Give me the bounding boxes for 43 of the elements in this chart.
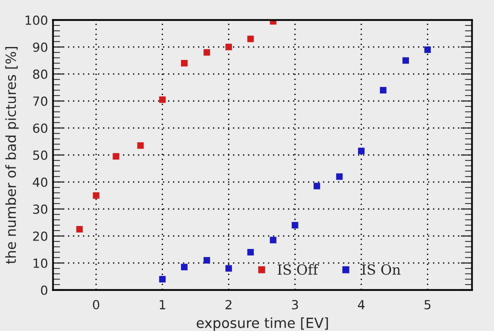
point [270,236,276,244]
x-tick-label: 2 [226,300,232,310]
point [336,173,343,180]
point [424,46,431,53]
point [292,222,298,228]
x-tick-label: 4 [358,300,365,310]
x-tick-label: 5 [424,300,430,310]
y-tick-label: 10 [34,258,48,268]
y-tick-label: 0 [41,285,48,295]
point [204,49,210,56]
x-axis-title: exposure time [EV] [196,317,328,331]
legend-label: IS On [362,264,400,275]
point [137,142,144,149]
point [204,257,210,264]
y-tick-label: 80 [33,69,48,79]
point [76,226,83,233]
point [225,265,232,272]
point [181,60,188,66]
point [247,36,254,42]
x-tick-label: 0 [92,300,100,310]
y-tick-label: 60 [33,123,48,133]
point [159,276,166,282]
y-tick-label: 100 [26,15,48,25]
point [358,148,365,154]
point [159,96,166,103]
point [380,86,386,94]
point [181,264,188,270]
point [92,192,100,199]
point [225,44,232,50]
y-tick-label: 90 [33,42,48,52]
y-tick-label: 20 [33,231,48,241]
y-tick-label: 50 [33,150,48,160]
y-tick-label: 40 [32,177,48,187]
point [247,248,254,256]
point [402,57,409,64]
y-tick-label: 30 [33,204,48,214]
point [112,153,120,160]
x-tick-label: 1 [160,300,166,310]
y-tick-label: 70 [33,96,48,106]
legend-label: IS Off [278,264,319,275]
x-tick-label: 3 [292,300,298,310]
y-axis-title: the number of bad pictures [%] [5,47,19,264]
point [314,182,320,190]
